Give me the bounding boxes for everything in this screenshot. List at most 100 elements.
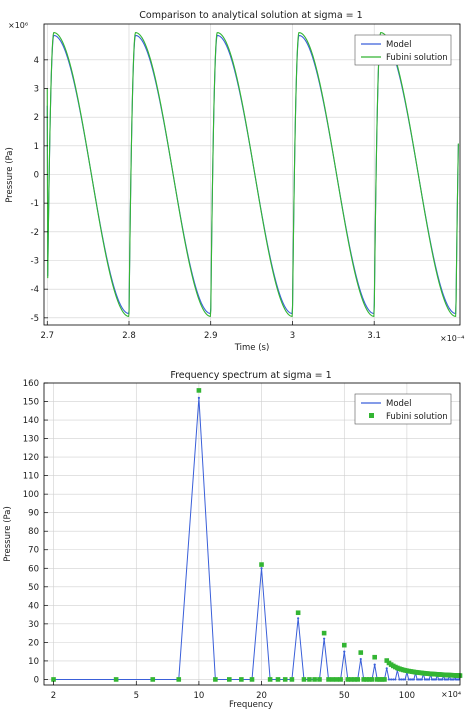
chart2-model-point: [416, 678, 419, 681]
chart1-legend-box: [354, 34, 452, 66]
chart1-ticks: 2.7 2.8 2.9 3 3.1 4 3 2 1 0 -1 -2 -3 -4 -5: [31, 56, 381, 341]
chart2-model-point: [392, 678, 395, 681]
chart2-frame: [43, 382, 461, 686]
chart2-y-axis-label: Pressure (Pa): [3, 506, 13, 562]
chart1-y-tick-label: 0: [34, 171, 39, 181]
chart2-fubini-marker: [317, 677, 322, 682]
chart2-series: [51, 388, 463, 682]
chart2-fubini-marker: [374, 677, 380, 682]
chart1-legend-label-model: Model: [386, 40, 412, 50]
chart2-x-axis-label: Frequency: [229, 700, 273, 710]
chart2-fubini-marker: [301, 677, 307, 682]
chart2-legend-label-model: Model: [386, 399, 412, 409]
chart2-model-point: [447, 678, 450, 681]
chart2-fubini-marker: [275, 677, 281, 682]
chart2-fubini-marker: [367, 677, 372, 682]
chart2-y-tick-label: 50: [28, 583, 39, 593]
chart2-y-tick-label: 160: [23, 379, 39, 389]
chart2-fubini-marker: [289, 677, 295, 682]
chart2-fubini-marker: [267, 677, 273, 682]
chart2-fubini-marker: [312, 677, 317, 682]
chart2-x-multiplier: ×10⁴: [441, 690, 461, 699]
chart2-model-point: [419, 678, 422, 681]
chart2-x-tick-label: 20: [256, 691, 267, 701]
chart2-model-point: [197, 396, 200, 399]
chart2-fubini-marker: [355, 677, 360, 682]
chart2-fubini-marker: [282, 677, 288, 682]
chart2-fubini-marker: [345, 677, 351, 682]
chart2-fubini-marker: [321, 630, 327, 636]
chart1-title: Comparison to analytical solution at sig…: [139, 10, 362, 21]
chart2-model-point: [457, 678, 461, 681]
chart2-fubini-marker: [307, 677, 312, 682]
chart2-model-point: [417, 678, 420, 681]
chart2-fubini-marker: [379, 677, 385, 682]
chart2-y-tick-label: 140: [23, 416, 39, 426]
chart2-y-tick-label: 80: [28, 527, 39, 537]
chart2-x-tick-label: 2: [51, 691, 56, 701]
chart2-legend-label-fubini: Fubini solution: [386, 412, 448, 422]
chart2-fubini-marker: [384, 658, 390, 663]
chart2-y-tick-label: 70: [28, 546, 39, 556]
chart2-model-point: [403, 678, 407, 681]
chart2-model-point: [398, 678, 401, 681]
chart2-fubini-marker: [330, 677, 336, 682]
chart2-model-point: [412, 678, 415, 681]
chart2-fubini-marker: [352, 677, 357, 682]
chart2-fubini-marker: [334, 677, 340, 682]
chart2-fubini-marker: [176, 677, 182, 682]
chart2-legend-swatch-fubini: [369, 413, 374, 418]
chart2-title: Frequency spectrum at sigma = 1: [170, 370, 331, 381]
chart1-y-tick-label: -4: [31, 285, 39, 295]
chart2-fubini-marker: [326, 677, 331, 682]
chart2-fubini-marker: [348, 677, 354, 682]
chart2-model-point: [343, 650, 346, 653]
chart2-model-point: [385, 667, 388, 670]
chart1-x-tick-label: 2.9: [204, 331, 218, 341]
chart2-legend: Model Fubini solution: [354, 393, 452, 425]
chart2-y-tick-label: 10: [28, 657, 39, 667]
chart2-model-point: [411, 678, 414, 681]
chart1-y-tick-label: -5: [31, 314, 39, 324]
chart2-y-tick-label: 0: [34, 675, 39, 685]
chart2-model-point: [434, 678, 438, 681]
chart2-fubini-marker: [239, 677, 244, 682]
chart2-y-tick-label: 130: [23, 435, 39, 445]
chart2-fubini-marker: [369, 677, 375, 682]
chart2-model-point: [297, 617, 300, 620]
chart2-fubini-marker: [361, 677, 367, 682]
chart2-model-point: [441, 678, 444, 681]
chart1-x-axis-label: Time (s): [234, 343, 270, 353]
chart2-model-point: [420, 678, 423, 681]
chart1-y-tick-label: 2: [34, 113, 39, 123]
chart1-x-tick-label: 3.1: [367, 331, 381, 341]
chart2-fubini-marker: [259, 562, 264, 567]
chart2-model-point: [402, 678, 405, 681]
chart2-model-point: [400, 678, 403, 681]
chart2-model-point: [359, 657, 362, 661]
chart2-fubini-marker: [213, 677, 218, 682]
chart2-x-tick-label: 100: [399, 691, 415, 701]
chart2-y-tick-label: 100: [23, 490, 39, 500]
chart1-y-tick-label: -1: [31, 199, 39, 209]
chart1-legend: Model Fubini solution: [354, 34, 452, 66]
chart2-model-point: [409, 678, 412, 681]
chart1-y-tick-label: 4: [34, 56, 39, 66]
chart2-model-point: [387, 678, 391, 681]
chart1-y-tick-label: -3: [31, 257, 39, 267]
chart2-fubini-marker: [364, 677, 369, 682]
chart1-x-tick-label: 2.8: [122, 331, 136, 341]
chart2-fubini-marker: [372, 654, 377, 660]
chart2-model-point: [373, 663, 376, 666]
chart2-model-point: [394, 678, 397, 681]
chart2-fubini-marker: [249, 677, 255, 682]
chart2-x-tick-label: 50: [339, 691, 350, 701]
chart2-fubini-marker: [227, 677, 232, 682]
chart-frequency-spectrum: Frequency spectrum at sigma = 1 2 5 10 20 50…: [3, 370, 463, 710]
chart1-x-tick-label: 3: [290, 331, 295, 341]
chart1-y-axis-label: Pressure (Pa): [5, 147, 15, 203]
chart1-x-multiplier: ×10⁻⁴: [440, 334, 464, 343]
chart2-fubini-marker: [382, 677, 387, 682]
chart2-x-tick-label: 10: [193, 691, 204, 701]
